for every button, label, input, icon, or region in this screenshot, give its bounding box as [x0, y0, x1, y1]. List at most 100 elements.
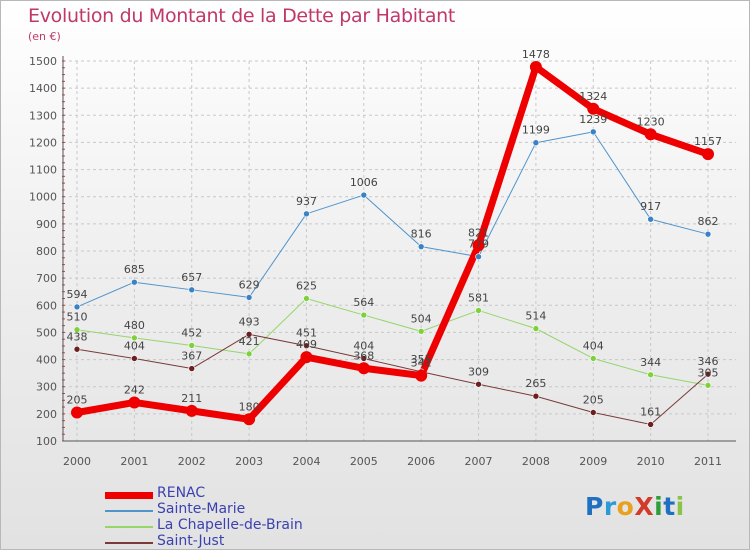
data-point	[303, 295, 310, 302]
data-label: 1478	[522, 48, 550, 61]
data-point	[472, 239, 485, 252]
data-point	[73, 326, 81, 334]
y-tick-label: 1500	[29, 55, 57, 68]
y-tick-label: 100	[36, 435, 57, 448]
data-label: 451	[296, 327, 317, 340]
x-tick-label: 2004	[292, 455, 320, 468]
data-label: 510	[67, 311, 88, 324]
data-label: 265	[525, 377, 546, 390]
legend-swatch	[105, 510, 153, 512]
data-point	[475, 253, 482, 260]
series-line	[76, 333, 709, 425]
y-tick-label: 700	[36, 272, 57, 285]
data-point	[188, 365, 196, 372]
data-point	[303, 210, 310, 218]
data-label: 367	[181, 350, 202, 363]
proxiti-logo: ProXiti	[585, 492, 685, 521]
data-label: 180	[239, 400, 260, 413]
data-point	[589, 128, 597, 136]
data-point	[702, 148, 714, 161]
data-point	[704, 382, 712, 389]
data-label: 211	[181, 392, 202, 405]
data-point	[131, 278, 138, 286]
data-label: 421	[239, 335, 260, 348]
y-tick-label: 400	[36, 354, 57, 367]
data-point	[417, 243, 425, 250]
chart-subtitle: (en €)	[28, 30, 61, 43]
y-tick-label: 900	[36, 218, 57, 231]
y-tick-label: 1200	[29, 136, 57, 149]
y-tick-label: 600	[36, 299, 57, 312]
data-label: 161	[640, 405, 661, 418]
data-label: 564	[353, 296, 374, 309]
data-label: 205	[67, 394, 88, 407]
data-label: 368	[353, 349, 374, 362]
data-label: 625	[296, 280, 317, 293]
data-label: 1324	[579, 90, 607, 103]
data-label: 493	[239, 315, 260, 328]
data-label: 937	[296, 195, 317, 208]
data-label: 657	[181, 271, 202, 284]
data-label: 816	[411, 228, 432, 241]
data-point	[415, 369, 428, 382]
logo-letter: i	[675, 492, 685, 521]
data-point	[647, 371, 654, 379]
data-label: 309	[468, 365, 489, 378]
data-label: 581	[468, 291, 489, 304]
data-point	[532, 392, 540, 400]
x-tick-label: 2001	[120, 455, 148, 468]
data-point	[589, 409, 597, 416]
x-tick-label: 2010	[637, 455, 665, 468]
data-label: 404	[353, 339, 374, 352]
data-point	[303, 342, 310, 350]
data-point	[417, 328, 425, 335]
data-label: 344	[640, 356, 661, 369]
data-label: 1199	[522, 124, 550, 137]
data-point	[587, 102, 600, 115]
data-point	[529, 60, 542, 73]
x-tick-label: 2006	[407, 455, 435, 468]
data-label: 355	[411, 353, 432, 366]
series-line	[76, 298, 709, 386]
data-label: 1230	[637, 115, 665, 128]
logo-letter: r	[603, 492, 617, 521]
data-point	[245, 331, 253, 338]
data-label: 452	[181, 326, 202, 339]
logo-letter: X	[634, 492, 655, 521]
data-label: 404	[124, 339, 145, 352]
data-label: 438	[67, 330, 88, 343]
data-point	[185, 404, 198, 417]
data-label: 917	[640, 200, 661, 213]
data-point	[73, 303, 81, 311]
data-label: 305	[698, 366, 719, 379]
data-label: 629	[239, 278, 260, 291]
x-tick-label: 2008	[522, 455, 550, 468]
data-point	[357, 362, 370, 375]
x-tick-label: 2007	[465, 455, 493, 468]
data-label: 594	[67, 288, 88, 301]
series-line	[76, 131, 709, 308]
y-tick-label: 500	[36, 326, 57, 339]
data-label: 821	[468, 226, 489, 239]
data-point	[131, 334, 138, 342]
x-tick-label: 2005	[350, 455, 378, 468]
y-tick-label: 300	[36, 381, 57, 394]
logo-letter: t	[663, 492, 676, 521]
data-point	[128, 396, 141, 409]
data-point	[532, 325, 540, 332]
chart-title: Evolution du Montant de la Dette par Hab…	[28, 5, 456, 27]
data-label: 205	[583, 394, 604, 407]
data-point	[589, 355, 597, 362]
y-tick-label: 200	[36, 408, 57, 421]
data-point	[647, 215, 654, 223]
data-label: 341	[411, 357, 432, 370]
x-tick-label: 2000	[63, 455, 91, 468]
legend-swatch	[105, 542, 153, 544]
data-point	[360, 355, 368, 362]
data-label: 862	[698, 215, 719, 228]
data-label: 480	[124, 319, 145, 332]
data-point	[71, 406, 83, 419]
data-point	[245, 350, 253, 358]
